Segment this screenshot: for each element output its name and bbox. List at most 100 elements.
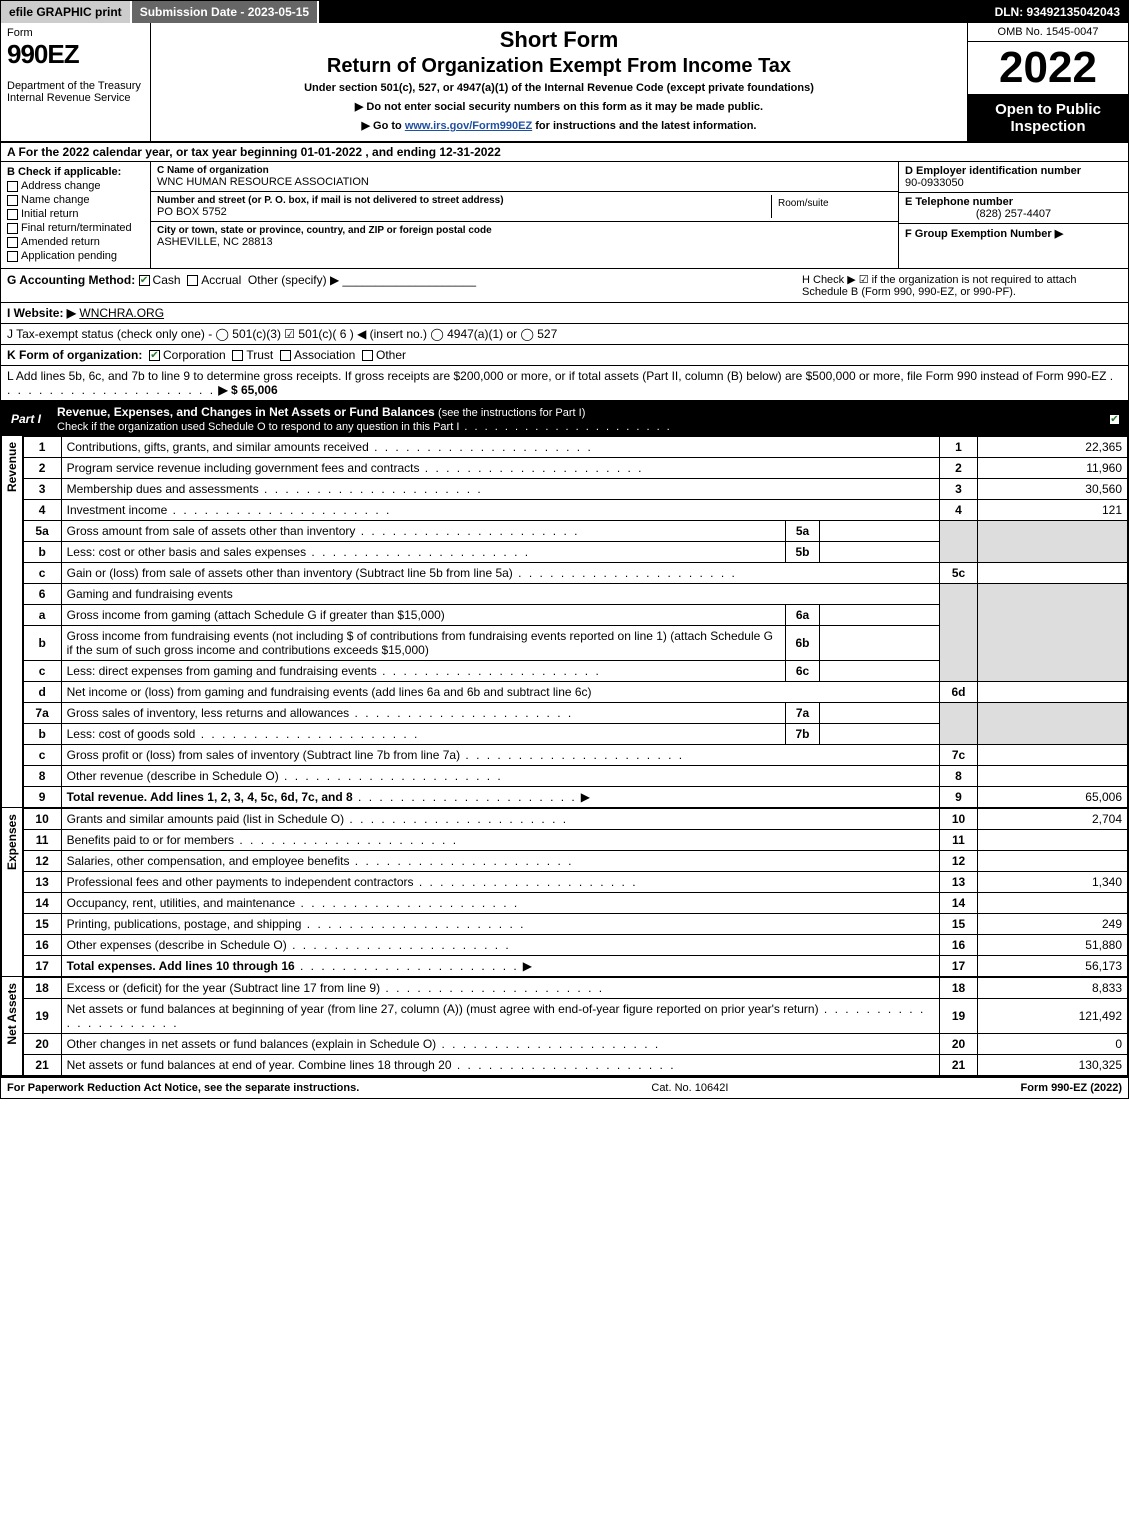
title-short-form: Short Form — [159, 27, 959, 53]
open-to-public: Open to Public Inspection — [968, 95, 1128, 141]
submission-date: Submission Date - 2023-05-15 — [132, 1, 319, 23]
opt-name-change[interactable]: Name change — [7, 194, 144, 206]
opt-address-change[interactable]: Address change — [7, 180, 144, 192]
part-1-body: Revenue 1Contributions, gifts, grants, a… — [1, 436, 1128, 1076]
line-1: 1Contributions, gifts, grants, and simil… — [23, 437, 1127, 458]
omb-number: OMB No. 1545-0047 — [968, 23, 1128, 42]
line-20: 20Other changes in net assets or fund ba… — [23, 1034, 1127, 1055]
part-1-subline: Check if the organization used Schedule … — [57, 421, 459, 433]
revenue-side-label: Revenue — [1, 436, 23, 808]
line-13: 13Professional fees and other payments t… — [23, 872, 1127, 893]
line-15: 15Printing, publications, postage, and s… — [23, 914, 1127, 935]
instruction-ssn: ▶ Do not enter social security numbers o… — [159, 100, 959, 113]
opt-other-org[interactable] — [362, 350, 373, 361]
footer-left: For Paperwork Reduction Act Notice, see … — [7, 1082, 359, 1094]
form-org-label: K Form of organization: — [7, 348, 142, 362]
form-page: efile GRAPHIC print Submission Date - 20… — [0, 0, 1129, 1099]
section-j: J Tax-exempt status (check only one) - ◯… — [1, 323, 1128, 344]
line-6: 6Gaming and fundraising events — [23, 584, 1127, 605]
line-16: 16Other expenses (describe in Schedule O… — [23, 935, 1127, 956]
line-11: 11Benefits paid to or for members11 — [23, 830, 1127, 851]
form-header: Form 990EZ Department of the Treasury In… — [1, 23, 1128, 143]
line-9: 9Total revenue. Add lines 1, 2, 3, 4, 5c… — [23, 787, 1127, 808]
line-l-value: ▶ $ 65,006 — [218, 383, 277, 397]
line-5a: 5aGross amount from sale of assets other… — [23, 521, 1127, 542]
opt-initial-return[interactable]: Initial return — [7, 208, 144, 220]
accounting-label: G Accounting Method: — [7, 273, 135, 287]
arrow-icon — [577, 790, 594, 804]
line-10: 10Grants and similar amounts paid (list … — [23, 809, 1127, 830]
org-address: PO BOX 5752 — [157, 206, 771, 218]
group-exemption-label: F Group Exemption Number ▶ — [905, 228, 1063, 240]
inst-pre: ▶ Go to — [362, 120, 405, 132]
top-bar: efile GRAPHIC print Submission Date - 20… — [1, 1, 1128, 23]
addr-label: Number and street (or P. O. box, if mail… — [157, 195, 771, 206]
section-i: I Website: ▶ WNCHRA.ORG — [1, 302, 1128, 323]
ein-value: 90-0933050 — [905, 177, 1122, 189]
box-h: H Check ▶ ☑ if the organization is not r… — [802, 273, 1122, 298]
efile-print[interactable]: efile GRAPHIC print — [1, 1, 132, 23]
opt-amended-return[interactable]: Amended return — [7, 236, 144, 248]
phone-value: (828) 257-4407 — [905, 208, 1122, 220]
line-3: 3Membership dues and assessments330,560 — [23, 479, 1127, 500]
section-k: K Form of organization: Corporation Trus… — [1, 344, 1128, 365]
line-a: A For the 2022 calendar year, or tax yea… — [1, 143, 1128, 162]
ein-label: D Employer identification number — [905, 165, 1122, 177]
line-4: 4Investment income4121 — [23, 500, 1127, 521]
arrow-icon — [519, 959, 536, 973]
line-12: 12Salaries, other compensation, and empl… — [23, 851, 1127, 872]
line-7a: 7aGross sales of inventory, less returns… — [23, 703, 1127, 724]
entity-block: B Check if applicable: Address change Na… — [1, 162, 1128, 269]
part-1-note: (see the instructions for Part I) — [438, 407, 585, 419]
opt-trust[interactable] — [232, 350, 243, 361]
line-21: 21Net assets or fund balances at end of … — [23, 1055, 1127, 1076]
phone-label: E Telephone number — [905, 196, 1122, 208]
title-return: Return of Organization Exempt From Incom… — [159, 55, 959, 78]
line-l-text: L Add lines 5b, 6c, and 7b to line 9 to … — [7, 369, 1106, 383]
form-label: Form — [7, 27, 144, 39]
box-b: B Check if applicable: Address change Na… — [1, 162, 151, 268]
irs-link[interactable]: www.irs.gov/Form990EZ — [405, 120, 532, 132]
line-19: 19Net assets or fund balances at beginni… — [23, 999, 1127, 1034]
box-c: C Name of organization WNC HUMAN RESOURC… — [151, 162, 898, 268]
website-value: WNCHRA.ORG — [79, 306, 164, 320]
opt-association[interactable] — [280, 350, 291, 361]
line-2: 2Program service revenue including gover… — [23, 458, 1127, 479]
box-b-label: B Check if applicable: — [7, 166, 144, 178]
revenue-table: 1Contributions, gifts, grants, and simil… — [23, 436, 1128, 808]
footer-right: Form 990-EZ (2022) — [1021, 1082, 1122, 1094]
form-meta-block: OMB No. 1545-0047 2022 Open to Public In… — [968, 23, 1128, 141]
form-title-block: Short Form Return of Organization Exempt… — [151, 23, 968, 141]
opt-accrual[interactable] — [187, 275, 198, 286]
form-number: 990EZ — [7, 39, 144, 70]
line-5c: cGain or (loss) from sale of assets othe… — [23, 563, 1127, 584]
opt-application-pending[interactable]: Application pending — [7, 250, 144, 262]
line-6d: dNet income or (loss) from gaming and fu… — [23, 682, 1127, 703]
room-suite-label: Room/suite — [772, 195, 892, 218]
instruction-link: ▶ Go to www.irs.gov/Form990EZ for instru… — [159, 119, 959, 132]
footer-catno: Cat. No. 10642I — [359, 1082, 1020, 1094]
schedule-o-check[interactable] — [1109, 414, 1120, 425]
subtitle: Under section 501(c), 527, or 4947(a)(1)… — [159, 82, 959, 94]
page-footer: For Paperwork Reduction Act Notice, see … — [1, 1076, 1128, 1098]
tax-year: 2022 — [968, 42, 1128, 95]
line-14: 14Occupancy, rent, utilities, and mainte… — [23, 893, 1127, 914]
other-line: ____________________ — [343, 273, 476, 287]
section-g-h: G Accounting Method: Cash Accrual Other … — [1, 269, 1128, 302]
org-city: ASHEVILLE, NC 28813 — [157, 236, 892, 248]
org-name: WNC HUMAN RESOURCE ASSOCIATION — [157, 176, 892, 188]
opt-cash[interactable] — [139, 275, 150, 286]
opt-other[interactable]: Other (specify) ▶ — [248, 273, 339, 287]
net-assets-table: 18Excess or (deficit) for the year (Subt… — [23, 977, 1128, 1076]
dept-line-2: Internal Revenue Service — [7, 92, 144, 104]
net-assets-side-label: Net Assets — [1, 977, 23, 1076]
box-def: D Employer identification number 90-0933… — [898, 162, 1128, 268]
part-1-header: Part I Revenue, Expenses, and Changes in… — [1, 402, 1128, 436]
part-1-tag: Part I — [1, 409, 51, 429]
dln: DLN: 93492135042043 — [987, 1, 1128, 23]
name-label: C Name of organization — [157, 165, 892, 176]
line-7c: cGross profit or (loss) from sales of in… — [23, 745, 1127, 766]
opt-corporation[interactable] — [149, 350, 160, 361]
opt-final-return[interactable]: Final return/terminated — [7, 222, 144, 234]
website-label: I Website: ▶ — [7, 306, 76, 320]
